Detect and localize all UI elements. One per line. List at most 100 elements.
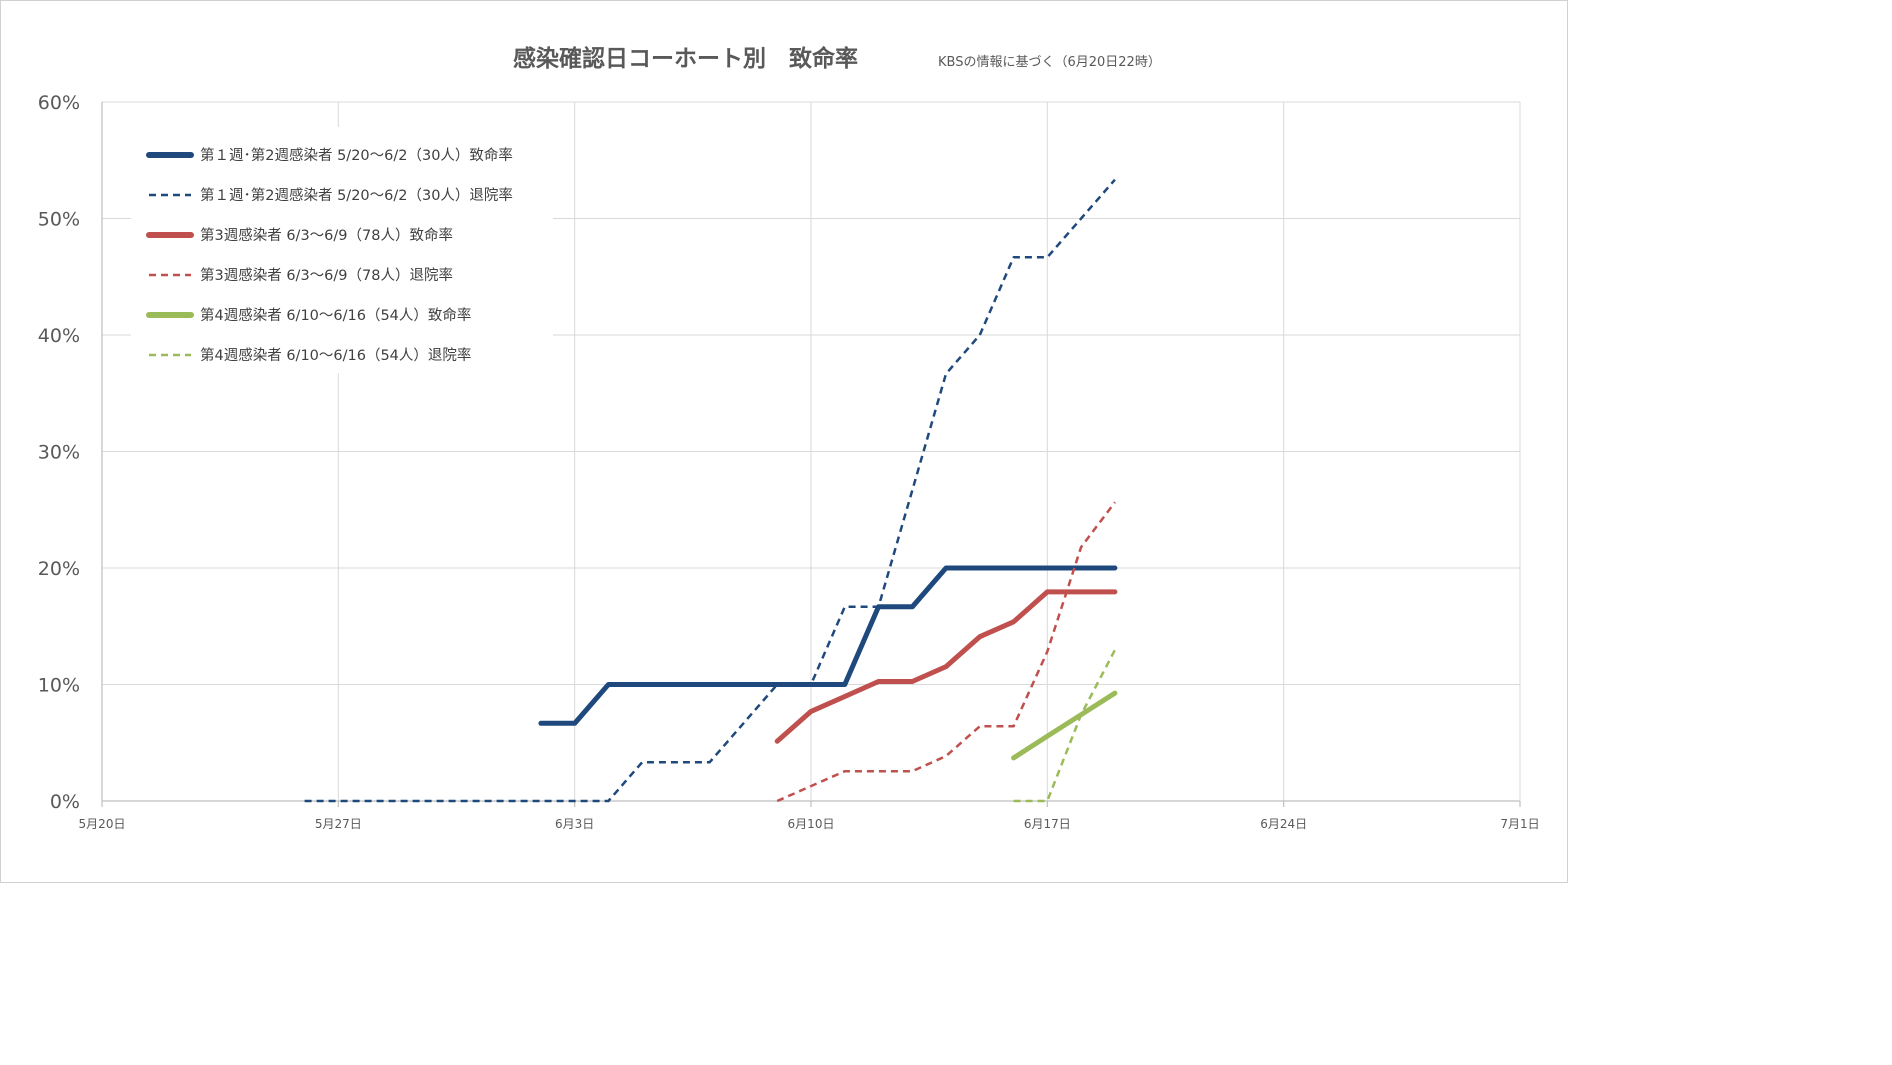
chart-title: 感染確認日コーホート別 致命率 (513, 45, 858, 72)
data-point (640, 760, 644, 764)
data-point (1079, 566, 1083, 570)
data-point (775, 739, 779, 743)
data-point (742, 683, 746, 687)
data-point (606, 799, 610, 803)
data-point (1113, 691, 1117, 695)
data-point (978, 724, 982, 728)
chart-canvas: 感染確認日コーホート別 致命率 KBSの情報に基づく（6月20日22時） 0% 1… (38, 45, 1540, 831)
series-points-4 (775, 500, 1117, 803)
legend-label: 第4週感染者 6/10～6/16（54人）退院率 (200, 346, 471, 364)
chart-subtitle: KBSの情報に基づく（6月20日22時） (938, 55, 1161, 70)
legend-label: 第3週感染者 6/3～6/9（78人）致命率 (200, 226, 453, 244)
chart-frame: 感染確認日コーホート別 致命率 KBSの情報に基づく（6月20日22時） 0% 1… (0, 0, 1568, 883)
data-point (1012, 799, 1016, 803)
data-point (843, 605, 847, 609)
data-point (843, 769, 847, 773)
data-point (978, 635, 982, 639)
y-tick-label: 0% (50, 791, 80, 813)
data-point (1079, 217, 1083, 221)
series-line-6 (1013, 649, 1117, 803)
x-tick-label: 5月27日 (315, 817, 362, 831)
y-tick-label: 20% (38, 558, 80, 580)
data-point (1012, 566, 1016, 570)
data-point (404, 799, 408, 803)
data-point (944, 665, 948, 669)
data-point (674, 760, 678, 764)
data-point (809, 709, 813, 713)
y-tick-label: 30% (38, 442, 80, 464)
legend-item: 第１週･第2週感染者 5/20～6/2（30人）致命率 (146, 146, 513, 164)
series-line-4 (776, 501, 1116, 803)
data-point (1045, 734, 1049, 738)
series-points-3 (775, 590, 1117, 743)
data-point (978, 333, 982, 337)
data-point (539, 799, 543, 803)
data-point (910, 488, 914, 492)
data-point (505, 799, 509, 803)
legend-item: 第3週感染者 6/3～6/9（78人）致命率 (146, 226, 453, 244)
series-line-2 (304, 178, 1116, 803)
x-tick-label: 6月17日 (1024, 817, 1071, 831)
legend-item: 第4週感染者 6/10～6/16（54人）退院率 (149, 346, 471, 364)
data-point (303, 799, 307, 803)
legend-box (131, 127, 553, 373)
data-point (1045, 590, 1049, 594)
axes: 0% 10% 20% 30% 40% 50% 60% 5月20日 5月27日 6月3日 6月10日 6… (38, 92, 1540, 831)
x-tick-label: 6月10日 (788, 817, 835, 831)
data-point (910, 769, 914, 773)
data-point (877, 769, 881, 773)
data-point (1079, 713, 1083, 717)
data-point (944, 566, 948, 570)
data-point (1045, 650, 1049, 654)
data-point (674, 683, 678, 687)
data-point (1045, 799, 1049, 803)
data-point (1113, 590, 1117, 594)
y-tick-label: 40% (38, 325, 80, 347)
y-tick-label: 50% (38, 209, 80, 231)
chart-title-group: 感染確認日コーホート別 致命率 KBSの情報に基づく（6月20日22時） (513, 45, 1161, 72)
legend-label: 第3週感染者 6/3～6/9（78人）退院率 (200, 266, 453, 284)
data-point (438, 799, 442, 803)
series-line-5 (1011, 690, 1118, 761)
data-point (877, 680, 881, 684)
data-point (1012, 620, 1016, 624)
data-point (843, 683, 847, 687)
x-tick-label: 6月3日 (555, 817, 594, 831)
data-point (910, 680, 914, 684)
data-point (944, 372, 948, 376)
legend-label: 第１週･第2週感染者 5/20～6/2（30人）致命率 (200, 146, 513, 164)
data-point (640, 683, 644, 687)
data-point (809, 784, 813, 788)
data-point (843, 695, 847, 699)
data-point (471, 799, 475, 803)
data-point (775, 799, 779, 803)
x-tick-label: 7月1日 (1500, 817, 1539, 831)
data-point (809, 683, 813, 687)
data-point (370, 799, 374, 803)
x-tick-label: 5月20日 (79, 817, 126, 831)
data-point (1012, 255, 1016, 259)
data-point (877, 605, 881, 609)
data-point (910, 605, 914, 609)
data-point (573, 721, 577, 725)
data-point (742, 721, 746, 725)
data-point (1012, 724, 1016, 728)
data-point (1113, 178, 1117, 182)
legend-item: 第4週感染者 6/10～6/16（54人）致命率 (146, 306, 471, 324)
legend-item: 第3週感染者 6/3～6/9（78人）退院率 (149, 266, 453, 284)
data-point (336, 799, 340, 803)
x-tick-label: 6月24日 (1260, 817, 1307, 831)
data-point (775, 683, 779, 687)
series-line-1 (538, 565, 1118, 726)
y-tick-label: 60% (38, 92, 80, 114)
data-point (1079, 590, 1083, 594)
y-tick-label: 10% (38, 675, 80, 697)
data-point (944, 754, 948, 758)
data-point (1079, 545, 1083, 549)
legend-item: 第１週･第2週感染者 5/20～6/2（30人）退院率 (149, 186, 513, 204)
legend-label: 第4週感染者 6/10～6/16（54人）致命率 (200, 306, 471, 324)
legend-label: 第１週･第2週感染者 5/20～6/2（30人）退院率 (200, 186, 513, 204)
data-point (1045, 566, 1049, 570)
data-point (606, 683, 610, 687)
